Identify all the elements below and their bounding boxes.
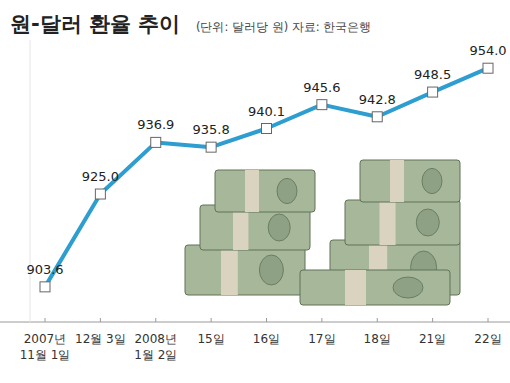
data-label: 903.6 xyxy=(26,262,63,277)
money-band xyxy=(245,170,259,212)
x-tick-label: 15일 xyxy=(197,332,224,346)
data-label: 940.1 xyxy=(248,104,285,119)
marker xyxy=(483,63,493,73)
x-tick xyxy=(266,318,267,322)
x-tick-label: 18일 xyxy=(364,332,391,346)
data-label: 954.0 xyxy=(469,43,506,58)
marker xyxy=(428,87,438,97)
money-band xyxy=(221,245,238,295)
marker xyxy=(262,124,272,134)
line-series xyxy=(45,68,488,287)
money-band xyxy=(390,160,404,202)
x-tick xyxy=(432,318,433,322)
data-label: 936.9 xyxy=(137,117,174,132)
money-portrait xyxy=(259,255,283,285)
marker xyxy=(317,100,327,110)
money-bundle xyxy=(345,200,460,245)
data-label: 945.6 xyxy=(303,80,340,95)
money-band xyxy=(345,270,366,305)
y-axis xyxy=(30,40,31,322)
money-portrait xyxy=(416,209,439,236)
x-tick-label: 22일 xyxy=(474,332,501,346)
chart-svg: 원-달러 환율 추이 (단위: 달러당 원) 자료: 한국은행 2007년11월 1… xyxy=(0,0,510,383)
x-tick xyxy=(211,318,212,322)
x-tick-label: 21일 xyxy=(419,332,446,346)
title: 원-달러 환율 추이 xyxy=(10,12,180,36)
marker xyxy=(40,282,50,292)
money-bundle xyxy=(215,170,315,212)
marker xyxy=(151,137,161,147)
x-tick xyxy=(100,318,101,322)
marker xyxy=(206,142,216,152)
x-tick xyxy=(488,318,489,322)
chart-container: 원-달러 환율 추이 (단위: 달러당 원) 자료: 한국은행 2007년11월 1… xyxy=(0,0,510,383)
x-tick-label: 16일 xyxy=(253,332,280,346)
x-tick-label: 17일 xyxy=(308,332,335,346)
money-portrait xyxy=(393,277,423,298)
money-portrait xyxy=(422,168,442,193)
x-tick xyxy=(377,318,378,322)
data-label: 948.5 xyxy=(414,67,451,82)
x-tick-label: 12월 3일 xyxy=(75,332,126,346)
money-portrait xyxy=(277,178,297,203)
data-group xyxy=(40,63,493,292)
money-bundle xyxy=(185,245,305,295)
marker xyxy=(95,189,105,199)
x-tick xyxy=(321,318,322,322)
marker xyxy=(372,112,382,122)
x-tick-labels: 2007년11월 1일 12월 3일 2008년1월 2일 15일 16일 17일 18일 2… xyxy=(20,332,502,362)
x-axis xyxy=(0,322,510,323)
data-label: 942.8 xyxy=(359,92,396,107)
data-labels: 903.6 925.0 936.9 935.8 940.1 945.6 942.8 948.5… xyxy=(26,43,506,277)
x-tick-label: 2008년1월 2일 xyxy=(134,332,177,362)
money-bundle xyxy=(300,270,450,305)
x-tick-label: 2007년11월 1일 xyxy=(20,332,71,362)
money-band xyxy=(380,200,396,245)
x-tick xyxy=(155,318,156,322)
data-label: 925.0 xyxy=(82,169,119,184)
money-bundle xyxy=(360,160,460,202)
data-label: 935.8 xyxy=(193,122,230,137)
subtitle: (단위: 달러당 원) 자료: 한국은행 xyxy=(196,20,371,34)
money-illustration xyxy=(185,160,460,305)
x-tick xyxy=(45,318,46,322)
money-portrait xyxy=(268,214,290,241)
